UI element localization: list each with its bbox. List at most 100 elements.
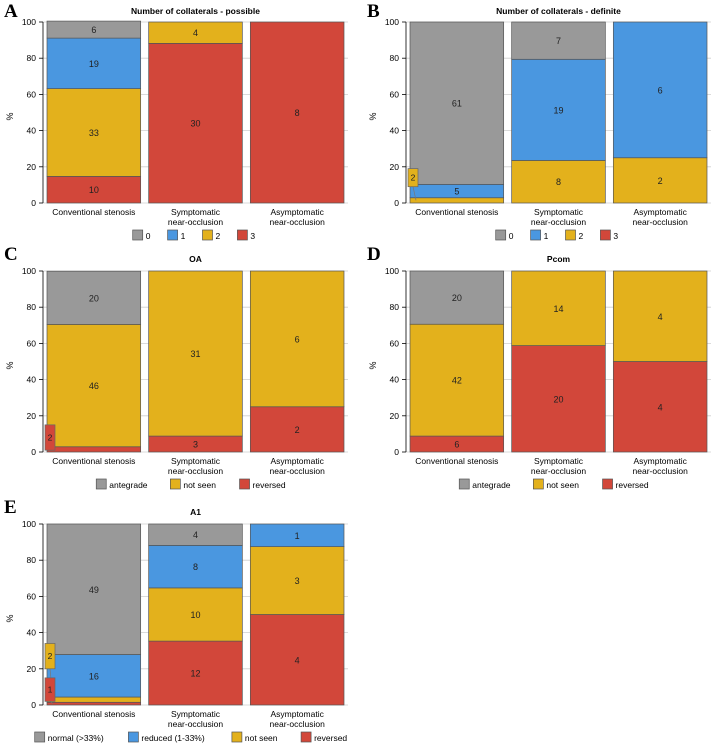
y-tick-label: 100: [22, 266, 36, 276]
data-label: 3: [193, 440, 198, 450]
chart-title: Number of collaterals - possible: [131, 6, 260, 16]
legend-label: normal (>33%): [48, 733, 104, 743]
data-label: 4: [658, 312, 663, 322]
y-tick-label: 80: [390, 53, 400, 63]
legend-label: reduced (1-33%): [141, 733, 204, 743]
legend-swatch: [167, 229, 178, 241]
legend-swatch: [458, 478, 470, 490]
y-axis-label: %: [368, 112, 378, 120]
legend-label: not seen: [245, 733, 278, 743]
data-label: 2: [658, 176, 663, 186]
callout-box: [407, 168, 419, 188]
legend-label: 2: [579, 231, 584, 241]
y-tick-label: 60: [27, 591, 37, 601]
chart-title: Number of collaterals - definite: [496, 6, 621, 16]
bar-segment: [249, 270, 345, 408]
data-label: 20: [452, 293, 462, 303]
callout-leader: [49, 701, 54, 704]
chart-panel-d: Pcom% 0 20 40 60 80 100 6 42 20 20 14 4 4 Conventional…: [368, 254, 711, 490]
data-label: 5: [454, 187, 459, 197]
legend-label: reversed: [314, 733, 347, 743]
legend-swatch: [565, 229, 576, 241]
bar-segment: [249, 523, 345, 547]
y-axis-label: %: [5, 361, 15, 369]
legend-swatch: [495, 229, 507, 241]
legend-swatch: [132, 229, 144, 241]
panel-letter-c: C: [4, 244, 18, 265]
chart-panel-c: OA% 0 20 40 60 80 100 46 20 3 31 2 6 2 Conventional st…: [5, 254, 348, 490]
y-tick-label: 20: [390, 162, 400, 172]
data-label: 30: [190, 119, 200, 129]
panel-letter-a: A: [4, 1, 18, 22]
bar-segment: [409, 197, 505, 204]
legend-swatch: [600, 229, 611, 241]
x-tick-label: near-occlusion: [270, 217, 326, 227]
data-label: 46: [89, 381, 99, 391]
y-axis-label: %: [368, 361, 378, 369]
y-tick-label: 100: [385, 266, 399, 276]
bar-segment: [46, 37, 142, 89]
callout-label: 2: [48, 433, 53, 443]
bar-segment: [511, 345, 606, 453]
x-tick-label: Asymptomatic: [270, 709, 324, 719]
legend-swatch: [95, 478, 107, 490]
legend-label: not seen: [183, 480, 216, 490]
bar-segment: [612, 361, 708, 453]
legend-label: 1: [181, 231, 186, 241]
y-tick-label: 0: [394, 447, 399, 457]
bar-segment: [148, 545, 243, 589]
data-label: 1: [295, 531, 300, 541]
legend: antegrade not seen reversed: [95, 478, 286, 490]
legend-swatch: [34, 731, 46, 743]
bar-segment: [148, 587, 243, 642]
x-tick-label: near-occlusion: [270, 719, 326, 729]
bar-segment: [46, 696, 142, 703]
data-label: 42: [452, 376, 462, 386]
bar-segment: [46, 523, 142, 655]
bar-segment: [612, 270, 708, 362]
legend: 0 1 2 3: [132, 229, 255, 241]
y-tick-label: 0: [31, 700, 36, 710]
bar-segment: [511, 21, 606, 60]
x-tick-label: Asymptomatic: [633, 207, 687, 217]
bar-segment: [46, 20, 142, 39]
x-tick-label: Symptomatic: [171, 207, 221, 217]
bar-segment: [409, 21, 505, 185]
bar-segment: [148, 640, 243, 706]
y-tick-label: 60: [390, 89, 400, 99]
y-tick-label: 60: [27, 338, 37, 348]
callout-leader: [412, 186, 417, 201]
data-label: 20: [553, 394, 563, 404]
data-label: 4: [658, 402, 663, 412]
bar-segment: [409, 270, 505, 325]
data-label: 19: [553, 105, 563, 115]
x-tick-label: near-occlusion: [270, 466, 326, 476]
bar-segment: [46, 176, 142, 204]
chart-panel-b: Number of collaterals - definite%0204060…: [368, 6, 711, 241]
bar-segment: [511, 58, 606, 161]
bar-segment: [46, 654, 142, 698]
x-tick-label: Asymptomatic: [633, 456, 687, 466]
x-tick-label: near-occlusion: [168, 466, 224, 476]
y-tick-label: 20: [390, 411, 400, 421]
bar-segment: [511, 160, 606, 204]
bar-segment: [148, 21, 243, 44]
bar-segment: [46, 270, 142, 325]
legend-swatch: [237, 229, 248, 241]
panel-letter-e: E: [4, 497, 17, 518]
legend-label: antegrade: [109, 480, 148, 490]
callout-box: [44, 424, 56, 451]
y-tick-label: 0: [31, 198, 36, 208]
data-label: 8: [295, 108, 300, 118]
data-label: 4: [193, 28, 198, 38]
x-tick-label: near-occlusion: [531, 466, 587, 476]
data-label: 31: [190, 349, 200, 359]
legend-swatch: [602, 478, 613, 490]
y-tick-label: 40: [390, 375, 400, 385]
x-tick-label: near-occlusion: [168, 719, 224, 729]
legend-swatch: [231, 731, 243, 743]
y-tick-label: 40: [27, 375, 37, 385]
legend-swatch: [170, 478, 181, 490]
bar-segment: [249, 614, 345, 706]
